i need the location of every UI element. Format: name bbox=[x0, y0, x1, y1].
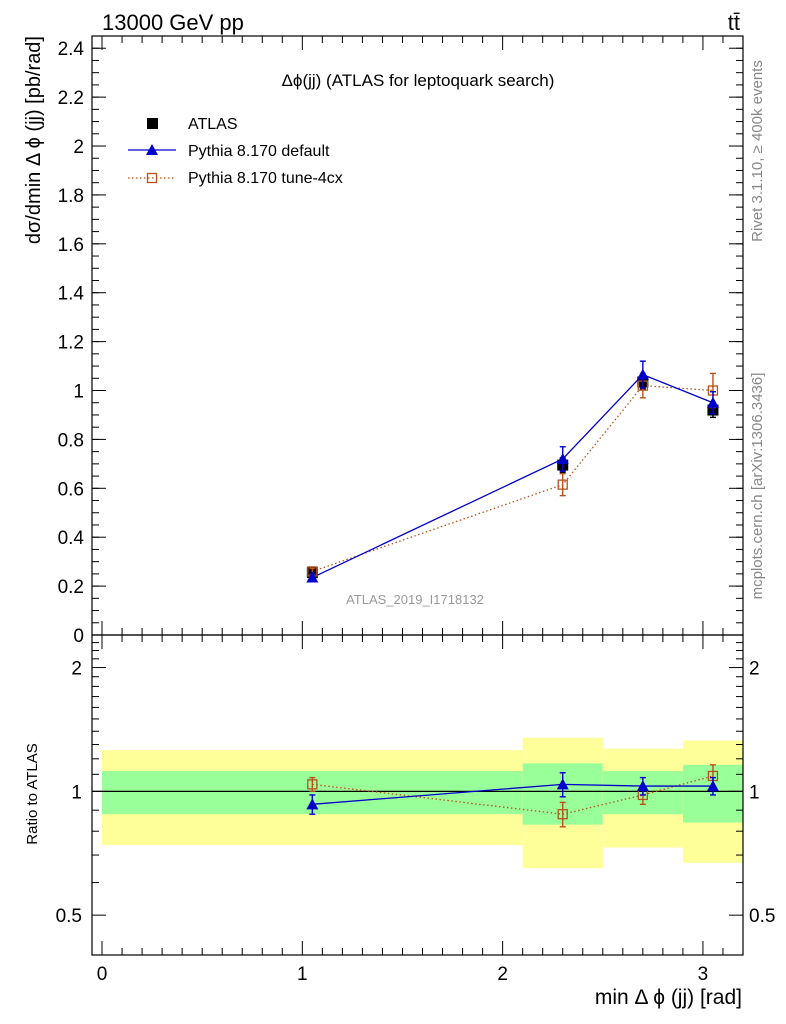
legend-label-atlas: ATLAS bbox=[188, 116, 238, 133]
legend-label-pythia-default: Pythia 8.170 default bbox=[188, 143, 330, 160]
header-energy-label: 13000 GeV pp bbox=[102, 10, 244, 35]
series-line-pythia-tune bbox=[312, 384, 713, 573]
ratio-line-pythia-tune bbox=[312, 775, 714, 815]
y-tick-label: 0.8 bbox=[58, 430, 84, 451]
pythia-default-point bbox=[306, 571, 319, 583]
ratio-tick-label-left: 0.5 bbox=[56, 906, 82, 927]
x-axis-label: min Δ ϕ (jj) [rad] bbox=[595, 986, 742, 1009]
y-tick-label: 1.2 bbox=[58, 333, 84, 354]
x-axis-tick-labels: 0 1 2 3 bbox=[97, 964, 709, 985]
y-tick-label: 2.2 bbox=[58, 88, 84, 109]
main-series bbox=[306, 360, 719, 583]
analysis-watermark: ATLAS_2019_I1718132 bbox=[346, 592, 484, 607]
x-tick-label: 3 bbox=[698, 964, 709, 985]
ratio-axis-label: Ratio to ATLAS bbox=[24, 743, 41, 844]
legend-marker-pythia-tune bbox=[146, 172, 158, 184]
legend: ATLAS Pythia 8.170 default Pythia 8.170 … bbox=[128, 116, 343, 187]
ratio-tick-label-right: 0.5 bbox=[749, 906, 775, 927]
ratio-series bbox=[306, 764, 719, 828]
legend-label-pythia-tune: Pythia 8.170 tune-4cx bbox=[188, 170, 343, 187]
x-tick-label: 0 bbox=[97, 964, 108, 985]
ratio-pythia-default-point bbox=[636, 780, 649, 792]
x-tick-label: 1 bbox=[297, 964, 308, 985]
pythia-default-point bbox=[706, 396, 719, 408]
y-tick-label: 0.4 bbox=[58, 528, 85, 549]
ratio-pythia-tune-point bbox=[307, 779, 318, 790]
y-tick-label: 1.8 bbox=[58, 186, 84, 207]
y-tick-label: 0.2 bbox=[58, 577, 84, 598]
ratio-tick-label-left: 2 bbox=[71, 659, 82, 680]
y-tick-label: 1.6 bbox=[58, 235, 84, 256]
y-tick-label: 1.4 bbox=[58, 284, 85, 305]
pythia-default-point bbox=[636, 368, 649, 380]
main-axis-ticks bbox=[92, 35, 743, 636]
header-process-label: tt̄ bbox=[728, 10, 740, 35]
ratio-tick-label-right: 2 bbox=[749, 659, 760, 680]
ratio-line-pythia-default bbox=[312, 783, 713, 805]
ratio-plot-frame bbox=[91, 634, 744, 956]
legend-marker-pythia-default bbox=[146, 144, 158, 155]
legend-marker-atlas bbox=[147, 118, 158, 129]
y-tick-label: 2.4 bbox=[58, 39, 85, 60]
ratio-tick-label-right: 1 bbox=[749, 782, 760, 803]
x-tick-label: 2 bbox=[497, 964, 508, 985]
ratio-uncertainty-bands bbox=[92, 737, 743, 869]
ratio-pythia-default-point bbox=[556, 778, 569, 790]
rivet-version-label: Rivet 3.1.10, ≥ 400k events bbox=[749, 60, 766, 242]
pythia-tune-point bbox=[557, 479, 568, 490]
y-axis-label: dσ/dmin Δ ϕ (jj) [pb/rad] bbox=[23, 36, 45, 244]
y-tick-label: 2 bbox=[73, 137, 84, 158]
x-axis-ticks bbox=[101, 36, 744, 955]
ratio-pythia-default-point bbox=[706, 780, 719, 792]
ratio-tick-label-left: 1 bbox=[71, 782, 82, 803]
chart-title: Δϕ(jj) (ATLAS for leptoquark search) bbox=[282, 71, 555, 90]
mcplots-label: mcplots.cern.ch [arXiv:1306.3436] bbox=[749, 373, 766, 600]
pythia-default-point bbox=[556, 452, 569, 464]
ratio-axis-ticks bbox=[92, 634, 743, 956]
ratio-pythia-default-point bbox=[306, 798, 319, 810]
y-axis-tick-labels: 0 0.2 0.4 0.6 0.8 1 1.2 1.4 1.6 1.8 2 2.2 2.4 bbox=[58, 39, 85, 647]
y-tick-label: 0 bbox=[73, 626, 84, 647]
y-tick-label: 1 bbox=[73, 382, 84, 403]
y-tick-label: 0.6 bbox=[58, 479, 84, 500]
ratio-axis-tick-labels: 0.5 1 2 0.5 1 2 bbox=[56, 659, 776, 928]
series-line-pythia-default bbox=[312, 373, 714, 579]
ratio-pythia-tune-point bbox=[557, 809, 568, 820]
